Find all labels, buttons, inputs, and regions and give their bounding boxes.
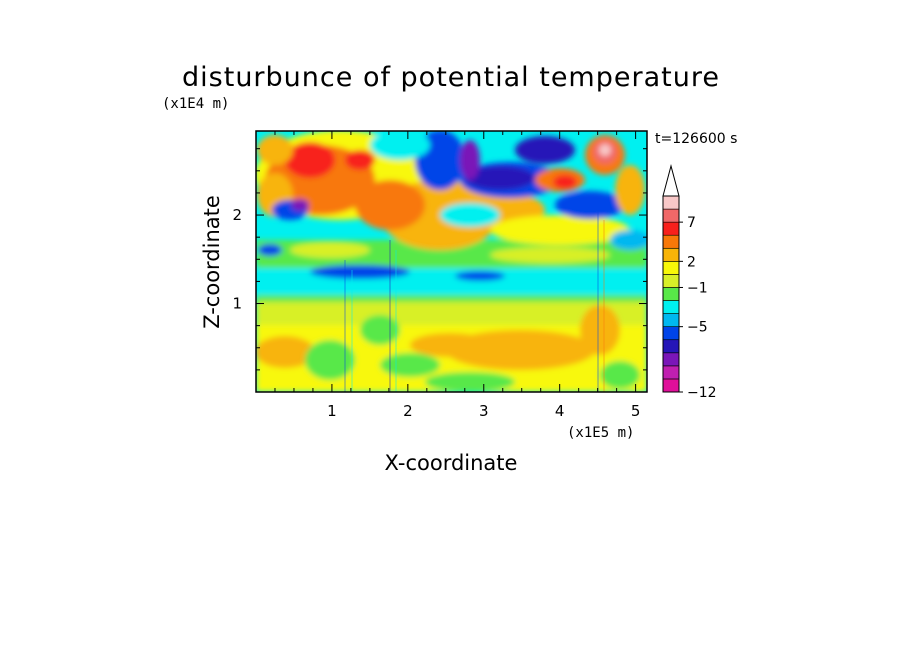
colorbar-label: −12 [687,385,717,401]
colorbar-swatch [662,195,680,210]
x-tick-label: 3 [479,402,489,420]
colorbar-swatch [662,339,680,354]
x-axis: 1 2 3 4 5 [274,131,641,420]
chart-title: disturbunce of potential temperature [182,62,720,93]
plot-frame [255,130,648,393]
x-tick-label: 1 [327,402,337,420]
x-scale-label: (x1E5 m) [567,425,634,441]
x-tick-label: 4 [555,402,565,420]
colorbar: 7 2 −1 −5 −12 [662,164,717,401]
time-label: t=126600 s [655,131,737,147]
y-tick-label: 2 [232,206,242,224]
colorbar-swatch [662,234,680,249]
colorbar-label: −5 [687,320,708,336]
y-axis: 12 [232,148,647,371]
x-axis-label: X-coordinate [385,451,518,475]
colorbar-extension [662,164,680,197]
y-scale-label: (x1E4 m) [162,96,229,112]
colorbar-swatch [662,221,680,236]
x-tick-label: 2 [403,402,413,420]
colorbar-swatch [662,365,680,380]
colorbar-label: 2 [687,254,696,270]
x-tick-label: 5 [631,402,641,420]
colorbar-swatch [662,326,680,341]
colorbar-frame [662,195,680,393]
colorbar-label: 7 [687,215,696,231]
colorbar-swatch [662,274,680,288]
colorbar-swatch [662,261,680,275]
colorbar-label: −1 [687,280,708,296]
colorbar-swatch [662,208,680,223]
colorbar-swatch [662,378,680,393]
colorbar-swatch [662,287,680,301]
y-tick-label: 1 [232,295,242,313]
colorbar-swatch [662,352,680,367]
colorbar-swatch [662,300,680,314]
colorbar-swatch [662,313,680,327]
y-axis-label: Z-coordinate [200,195,224,329]
contour-field [256,131,647,392]
colorbar-swatch [662,247,680,262]
